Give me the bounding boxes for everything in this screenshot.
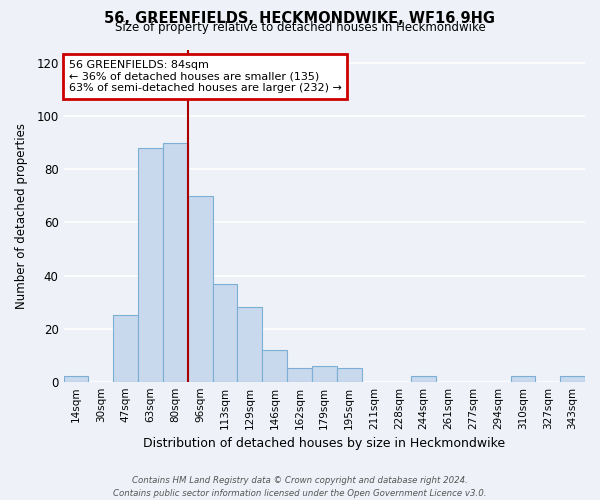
Bar bbox=[287, 368, 312, 382]
Bar bbox=[411, 376, 436, 382]
Bar bbox=[262, 350, 287, 382]
Bar bbox=[212, 284, 238, 382]
Bar bbox=[560, 376, 585, 382]
Bar bbox=[113, 316, 138, 382]
Y-axis label: Number of detached properties: Number of detached properties bbox=[15, 123, 28, 309]
X-axis label: Distribution of detached houses by size in Heckmondwike: Distribution of detached houses by size … bbox=[143, 437, 505, 450]
Text: Contains HM Land Registry data © Crown copyright and database right 2024.
Contai: Contains HM Land Registry data © Crown c… bbox=[113, 476, 487, 498]
Bar bbox=[238, 308, 262, 382]
Text: 56 GREENFIELDS: 84sqm
← 36% of detached houses are smaller (135)
63% of semi-det: 56 GREENFIELDS: 84sqm ← 36% of detached … bbox=[69, 60, 341, 93]
Bar bbox=[337, 368, 362, 382]
Text: Size of property relative to detached houses in Heckmondwike: Size of property relative to detached ho… bbox=[115, 21, 485, 34]
Bar bbox=[511, 376, 535, 382]
Bar bbox=[312, 366, 337, 382]
Bar bbox=[138, 148, 163, 382]
Text: 56, GREENFIELDS, HECKMONDWIKE, WF16 9HG: 56, GREENFIELDS, HECKMONDWIKE, WF16 9HG bbox=[104, 11, 496, 26]
Bar bbox=[64, 376, 88, 382]
Bar bbox=[163, 143, 188, 382]
Bar bbox=[188, 196, 212, 382]
